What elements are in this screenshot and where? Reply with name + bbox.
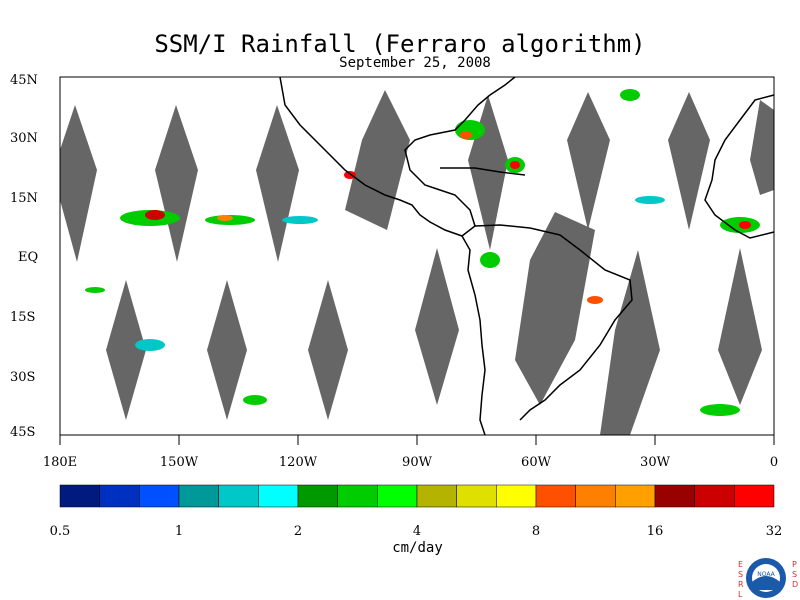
rain-patch xyxy=(510,161,520,169)
lon-label-120w: 120W xyxy=(279,455,318,470)
rain-patch xyxy=(344,171,356,179)
colorbar-unit: cm/day xyxy=(392,540,443,556)
north-america-coast xyxy=(279,76,516,237)
colorbar-swatch xyxy=(496,484,537,508)
lon-label-30w: 30W xyxy=(640,455,671,470)
swath-gap xyxy=(256,105,299,262)
colorbar-swatch xyxy=(99,484,140,508)
lon-label-150w: 150W xyxy=(160,455,199,470)
colorbar-swatch xyxy=(654,484,695,508)
africa-coast xyxy=(704,94,775,239)
latitude-labels: 45N 30N 15N EQ 15S 30S 45S xyxy=(10,73,38,440)
rain-patch xyxy=(85,287,105,293)
rain-patch xyxy=(620,89,640,101)
lat-label-45s: 45S xyxy=(10,425,35,440)
map-area xyxy=(59,76,775,436)
rain-patch xyxy=(700,404,740,416)
caribbean-coast xyxy=(440,167,526,176)
colorbar-swatch xyxy=(258,484,299,508)
colorbar-swatch xyxy=(297,484,338,508)
colorbar-labels: 0.5 1 2 4 8 16 32 xyxy=(50,524,783,539)
swath-gap xyxy=(207,280,247,420)
swath-gaps xyxy=(60,90,774,435)
colorbar xyxy=(59,484,775,508)
swath-gap xyxy=(345,90,410,230)
swath-gap xyxy=(308,280,348,420)
rain-patch xyxy=(460,131,472,139)
noaa-emblem-text: NOAA xyxy=(757,571,775,578)
swath-gap xyxy=(600,250,660,435)
lon-label-60w: 60W xyxy=(521,455,552,470)
colorbar-swatch xyxy=(377,484,418,508)
colorbar-label: 32 xyxy=(766,524,783,539)
colorbar-label: 0.5 xyxy=(50,524,71,539)
longitude-labels: 180E 150W 120W 90W 60W 30W 0 xyxy=(43,455,778,470)
lat-label-15s: 15S xyxy=(10,310,35,325)
rain-patch xyxy=(135,339,165,351)
colorbar-swatch xyxy=(456,484,497,508)
colorbar-label: 8 xyxy=(532,524,540,539)
swath-gap xyxy=(415,248,459,405)
colorbar-swatch xyxy=(337,484,378,508)
lon-label-90w: 90W xyxy=(402,455,433,470)
colorbar-label: 2 xyxy=(294,524,302,539)
colorbar-swatch xyxy=(734,484,775,508)
rain-patch xyxy=(480,252,500,268)
lat-label-eq: EQ xyxy=(18,250,38,265)
colorbar-swatch xyxy=(416,484,457,508)
rain-patch xyxy=(635,196,665,204)
rain-patch xyxy=(282,216,318,224)
swath-gap xyxy=(60,105,97,262)
noaa-logo: NOAA xyxy=(746,558,786,598)
lat-label-45n: 45N xyxy=(10,73,38,88)
colorbar-label: 1 xyxy=(175,524,183,539)
swath-gap xyxy=(106,280,146,420)
colorbar-label: 16 xyxy=(647,524,664,539)
map-title: SSM/I Rainfall (Ferraro algorithm) xyxy=(154,30,646,58)
swath-gap xyxy=(718,248,762,405)
colorbar-swatch xyxy=(575,484,616,508)
coastlines xyxy=(279,76,775,436)
colorbar-swatch xyxy=(615,484,656,508)
lon-label-0: 0 xyxy=(770,455,778,470)
map-date: September 25, 2008 xyxy=(339,55,491,71)
rain-patch xyxy=(145,210,165,220)
colorbar-swatch xyxy=(59,484,100,508)
lat-label-15n: 15N xyxy=(10,191,38,206)
colorbar-swatch xyxy=(535,484,576,508)
colorbar-swatch xyxy=(139,484,180,508)
swath-gap xyxy=(668,92,710,230)
rain-patch xyxy=(739,221,751,229)
lat-label-30n: 30N xyxy=(10,131,38,146)
rain-patch xyxy=(217,215,233,221)
swath-gap xyxy=(750,100,774,195)
swath-gap xyxy=(515,212,595,405)
rain-patch xyxy=(587,296,603,304)
lat-label-30s: 30S xyxy=(10,370,35,385)
rainfall-patches xyxy=(85,89,760,416)
colorbar-swatch xyxy=(178,484,219,508)
rain-patch xyxy=(243,395,267,405)
longitude-ticks xyxy=(59,435,775,445)
colorbar-swatch xyxy=(694,484,735,508)
swath-gap xyxy=(155,105,198,262)
lon-label-180e: 180E xyxy=(43,455,77,470)
swath-gap xyxy=(567,92,610,230)
colorbar-swatch xyxy=(218,484,259,508)
colorbar-label: 4 xyxy=(413,524,421,539)
south-america-coast xyxy=(461,224,633,436)
